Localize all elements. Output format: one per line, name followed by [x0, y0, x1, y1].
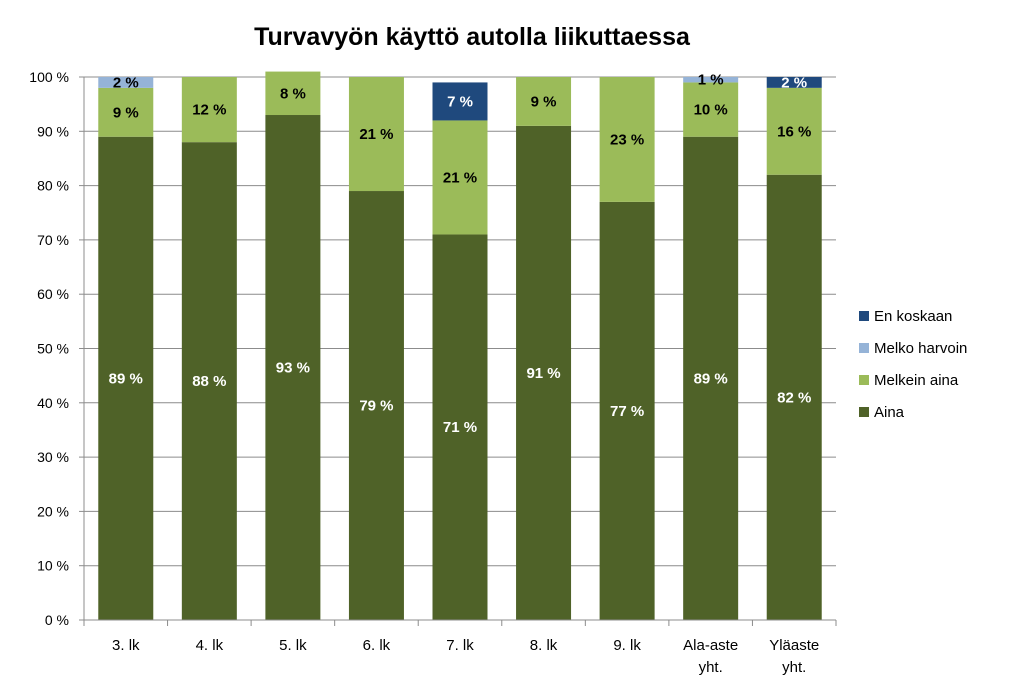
data-label: 9 %: [113, 104, 139, 121]
bar-segment: [348, 77, 404, 192]
chart-title: Turvavyön käyttö autolla liikuttaessa: [254, 23, 691, 51]
bar-segment: [98, 136, 154, 621]
legend-label: Aina: [874, 404, 905, 421]
y-tick-label: 20 %: [37, 503, 69, 519]
data-label: 89 %: [694, 370, 728, 387]
bar-segment: [265, 71, 321, 116]
x-tick-label: 5. lk: [279, 637, 307, 654]
data-label: 9 %: [531, 93, 557, 110]
data-label: 89 %: [109, 370, 143, 387]
x-axis: 3. lk 4. lk 5. lk 6. lk 7. lk 8. lk 9. lk Ala-a…: [83, 619, 837, 676]
y-tick-label: 70 %: [37, 232, 69, 248]
bar-segment: [181, 142, 237, 620]
x-tick-label: 6. lk: [363, 637, 391, 654]
x-tick-label: Ala-aste: [683, 637, 738, 654]
bar-segment: [516, 125, 572, 621]
y-tick-label: 100 %: [29, 69, 69, 85]
data-label: 82 %: [777, 389, 811, 406]
bar-segment: [683, 77, 739, 83]
bar-segment: [98, 87, 154, 137]
data-label: 93 %: [276, 360, 310, 377]
x-tick-label: 7. lk: [446, 637, 474, 654]
bar-segment: [766, 87, 822, 175]
y-tick-label: 90 %: [37, 123, 69, 139]
bar-segment: [766, 77, 822, 88]
bar-segment: [348, 191, 404, 620]
x-tick-label: 3. lk: [112, 637, 140, 654]
bar-segment: [599, 201, 655, 620]
x-tick-label: Yläaste: [769, 637, 819, 654]
bar-segment: [265, 115, 321, 620]
bars: 89 % 9 % 2 % 88 % 12 % 93 % 8 % 79 % 21 % 71 % 21 …: [98, 71, 822, 621]
bar-segment: [181, 77, 237, 143]
legend-swatch: [859, 407, 869, 417]
legend-swatch: [859, 311, 869, 321]
bar-segment: [766, 174, 822, 621]
data-label: 21 %: [443, 169, 477, 186]
data-label: 10 %: [694, 102, 728, 119]
bar-segment: [432, 234, 488, 620]
bar-segment: [599, 77, 655, 202]
bar-segment: [432, 82, 488, 121]
data-label: 2 %: [113, 74, 139, 91]
x-tick-label: 8. lk: [530, 637, 558, 654]
x-tick-label: yht.: [699, 659, 723, 676]
legend-label: En koskaan: [874, 308, 952, 325]
y-tick-label: 80 %: [37, 178, 69, 194]
x-tick-label: 4. lk: [196, 637, 224, 654]
data-label: 2 %: [781, 74, 807, 91]
data-label: 88 %: [192, 373, 226, 390]
y-tick-label: 30 %: [37, 449, 69, 465]
bar-segment: [432, 120, 488, 235]
legend-swatch: [859, 375, 869, 385]
legend-swatch: [859, 343, 869, 353]
x-tick-label: 9. lk: [613, 637, 641, 654]
data-label: 77 %: [610, 403, 644, 420]
bar-segment: [683, 136, 739, 621]
legend-label: Melkein aina: [874, 372, 959, 389]
data-label: 21 %: [359, 126, 393, 143]
data-label: 8 %: [280, 85, 306, 102]
y-tick-label: 60 %: [37, 286, 69, 302]
bar-segment: [683, 82, 739, 137]
data-label: 16 %: [777, 123, 811, 140]
y-tick-label: 0 %: [45, 612, 69, 628]
bar-segment: [516, 77, 572, 126]
data-label: 1 %: [698, 72, 724, 89]
y-axis: 0 % 10 % 20 % 30 % 40 % 50 % 60 % 70 % 80 % 90 % 1…: [29, 69, 85, 628]
y-tick-label: 10 %: [37, 558, 69, 574]
y-tick-label: 40 %: [37, 395, 69, 411]
data-label: 91 %: [526, 365, 560, 382]
data-label: 23 %: [610, 131, 644, 148]
data-label: 7 %: [447, 93, 473, 110]
legend-label: Melko harvoin: [874, 340, 967, 357]
data-label: 79 %: [359, 398, 393, 415]
data-label: 71 %: [443, 419, 477, 436]
y-tick-label: 50 %: [37, 341, 69, 357]
legend: En koskaan Melko harvoin Melkein aina Aina: [859, 308, 967, 421]
x-tick-label: yht.: [782, 659, 806, 676]
data-label: 12 %: [192, 102, 226, 119]
bar-segment: [98, 77, 154, 88]
